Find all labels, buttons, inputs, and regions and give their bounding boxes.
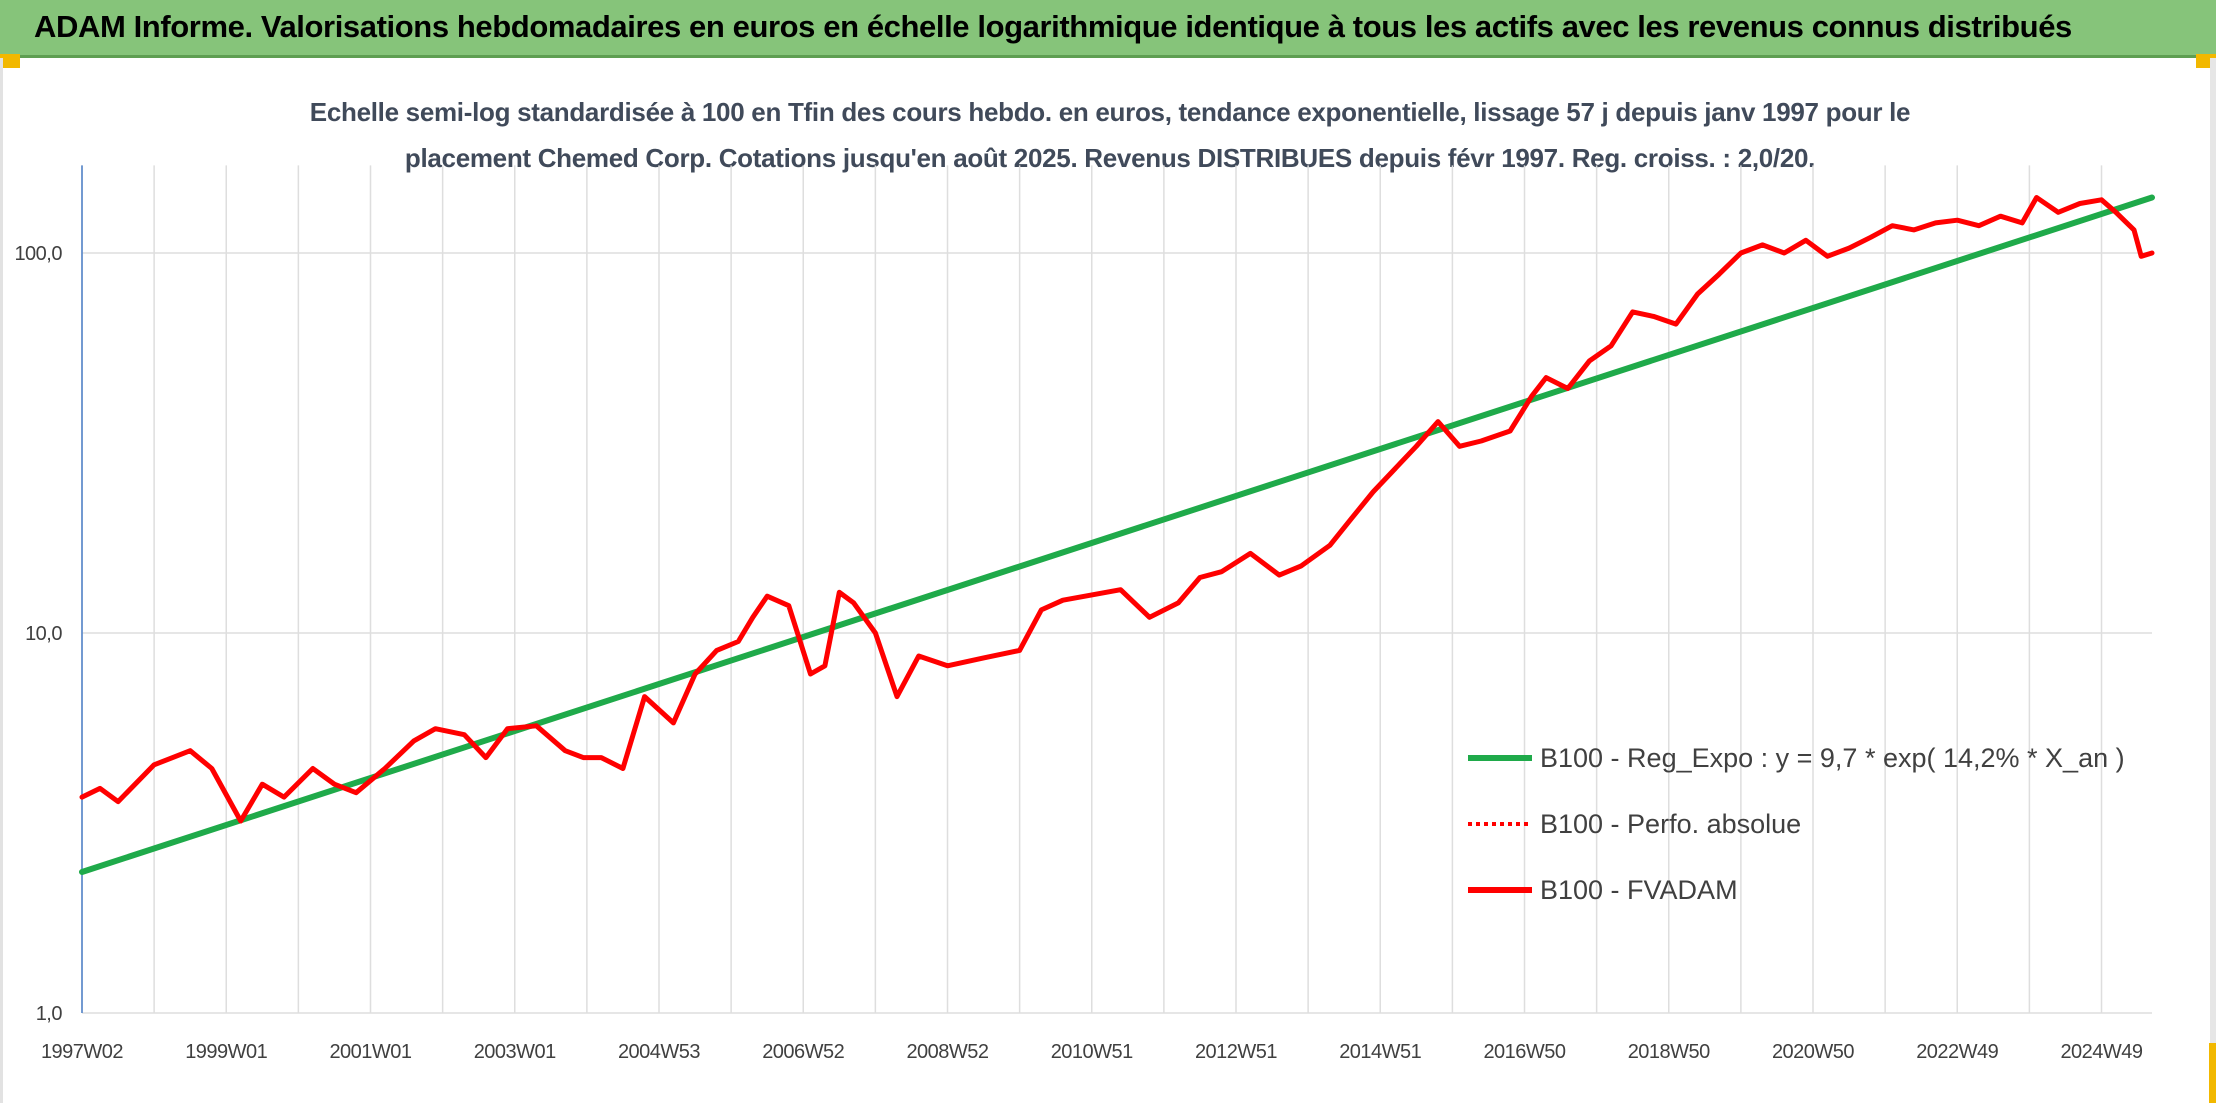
corner-mark-bottom: [2209, 1043, 2216, 1103]
y-tick-label: 10,0: [25, 623, 62, 645]
corner-mark-left: [0, 54, 20, 68]
x-tick-label: 2018W50: [1628, 1041, 1710, 1063]
legend-label-2: B100 - FVADAM: [1540, 875, 1738, 905]
right-edge-strip: [2210, 58, 2216, 1103]
x-tick-label: 2010W51: [1051, 1041, 1133, 1063]
y-tick-label: 1,0: [36, 1003, 63, 1025]
x-tick-label: 2001W01: [329, 1041, 411, 1063]
x-tick-label: 2022W49: [1916, 1041, 1998, 1063]
x-tick-label: 2020W50: [1772, 1041, 1854, 1063]
chart-title-line-1: Echelle semi-log standardisée à 100 en T…: [309, 97, 1911, 127]
x-tick-label: 1999W01: [185, 1041, 267, 1063]
banner-title: ADAM Informe. Valorisations hebdomadaire…: [34, 9, 2072, 44]
x-tick-label: 1997W02: [41, 1041, 123, 1063]
x-tick-label: 2006W52: [762, 1041, 844, 1063]
x-tick-label: 2014W51: [1339, 1041, 1421, 1063]
legend-label-0: B100 - Reg_Expo : y = 9,7 * exp( 14,2% *…: [1540, 743, 2125, 773]
x-tick-label: 2004W53: [618, 1041, 700, 1063]
chart-title-line-2: placement Chemed Corp. Cotations jusqu'e…: [404, 143, 1816, 173]
series-line-2: [79, 195, 2155, 824]
series-line-0: [79, 194, 2155, 875]
x-tick-label: 2016W50: [1483, 1041, 1565, 1063]
x-tick-label: 2024W49: [2060, 1041, 2142, 1063]
title-banner: ADAM Informe. Valorisations hebdomadaire…: [0, 0, 2216, 58]
x-tick-label: 2008W52: [906, 1041, 988, 1063]
legend-label-1: B100 - Perfo. absolue: [1540, 809, 1801, 839]
x-tick-label: 2003W01: [474, 1041, 556, 1063]
x-tick-label: 2012W51: [1195, 1041, 1277, 1063]
y-tick-label: 100,0: [14, 243, 62, 265]
